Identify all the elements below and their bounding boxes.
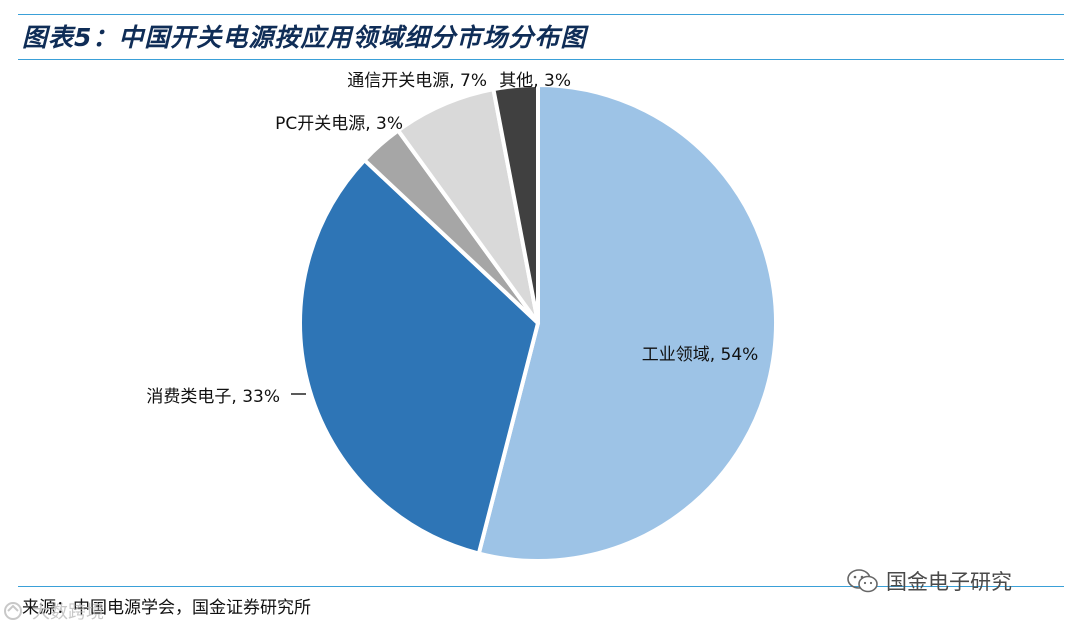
slice-label-2: PC开关电源, 3% <box>275 114 403 134</box>
top-rule <box>18 14 1064 15</box>
watermark-left-text: 大数跨境 <box>32 602 104 623</box>
wechat-icon <box>847 569 878 593</box>
slice-label-1: 消费类电子, 33% <box>146 387 280 407</box>
chart-title: 图表5：中国开关电源按应用领域细分市场分布图 <box>22 23 587 52</box>
title-rule <box>18 59 1064 60</box>
slice-label-3: 通信开关电源, 7% <box>347 71 487 91</box>
slice-label-4: 其他, 3% <box>499 71 571 91</box>
watermark-left: 大数跨境 <box>2 598 104 624</box>
pie-slice-1 <box>298 158 540 556</box>
slice-label-0: 工业领域, 54% <box>642 345 759 365</box>
watermark-logo-icon <box>4 602 22 620</box>
pie-slice-0 <box>476 83 778 563</box>
pie-slice-4 <box>491 83 540 325</box>
watermark-right: 国金电子研究 <box>846 566 1012 596</box>
source-note: 来源：中国电源学会，国金证券研究所 <box>22 598 311 618</box>
bottom-rule <box>18 586 1064 587</box>
watermark-right-text: 国金电子研究 <box>886 570 1012 594</box>
